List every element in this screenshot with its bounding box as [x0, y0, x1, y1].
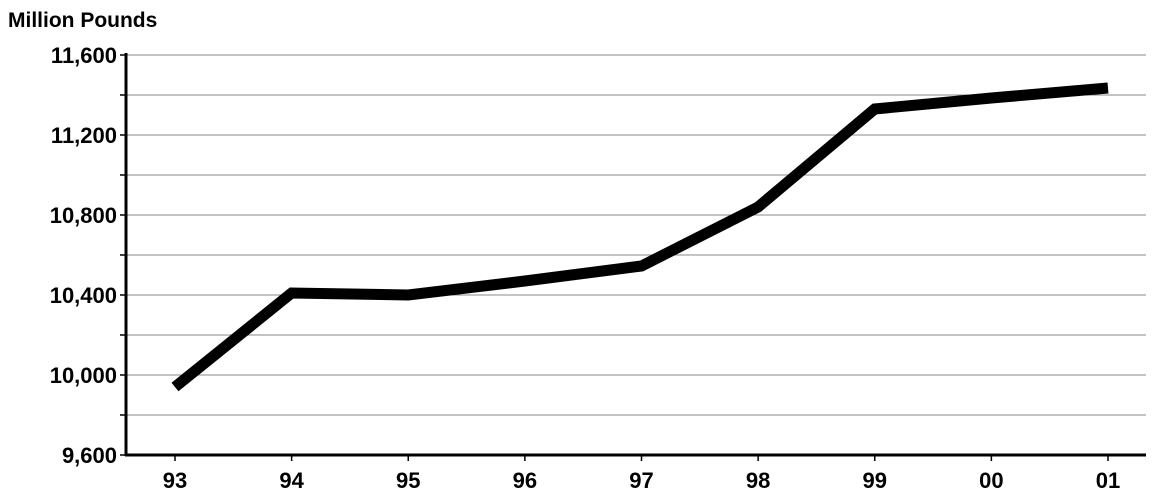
y-tick-label: 11,200	[51, 123, 117, 148]
y-axis-title: Million Pounds	[8, 9, 157, 32]
y-tick-labels: 9,600 10,000 10,400 10,800 11,200 11,600	[50, 43, 117, 468]
gridlines	[126, 54, 1146, 416]
data-point	[987, 94, 995, 102]
data-point	[638, 262, 646, 270]
data-point	[171, 383, 179, 391]
y-tick-label: 10,000	[50, 363, 117, 388]
y-tick-label: 9,600	[62, 443, 117, 468]
data-point	[288, 289, 296, 297]
x-tick-label: 94	[279, 468, 304, 493]
series-line	[171, 82, 1109, 392]
data-point	[404, 291, 412, 299]
data-point	[1104, 84, 1112, 92]
x-tick-label: 00	[979, 468, 1003, 493]
data-point	[521, 277, 529, 285]
data-point	[871, 105, 879, 113]
x-tick-label: 93	[163, 468, 187, 493]
y-tick-label: 10,400	[50, 283, 117, 308]
x-tick-label: 97	[629, 468, 653, 493]
axes	[120, 53, 1146, 461]
x-tick-label: 96	[513, 468, 537, 493]
x-tick-labels: 93 94 95 96 97 98 99 00 01	[163, 468, 1120, 493]
x-tick-label: 99	[863, 468, 887, 493]
data-point	[754, 203, 762, 211]
y-tick-label: 11,600	[51, 43, 117, 68]
x-tick-label: 95	[396, 468, 420, 493]
x-tick-label: 98	[746, 468, 770, 493]
x-tick-label: 01	[1096, 468, 1120, 493]
series-group	[171, 82, 1112, 392]
y-tick-label: 10,800	[50, 203, 117, 228]
